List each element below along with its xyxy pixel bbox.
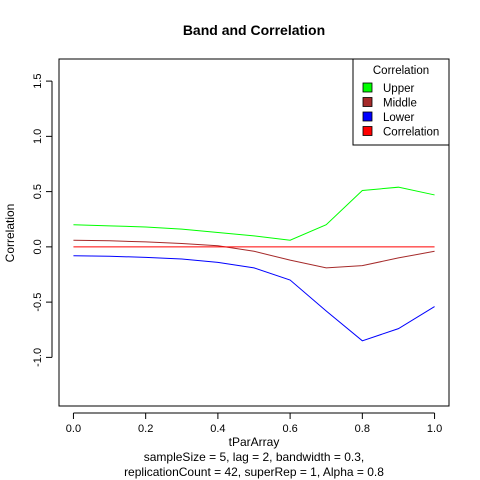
legend-swatch-middle: [362, 97, 373, 107]
y-tick-label: 0.0: [32, 239, 44, 254]
x-tick-label: 0.6: [282, 423, 297, 435]
legend-swatch-lower: [362, 111, 373, 122]
series-lines: [73, 186, 435, 342]
x-axis: 0.0 0.2 0.4 0.6 0.8 1.0: [66, 412, 442, 435]
y-tick-label: -1.0: [32, 348, 44, 367]
legend-title: Correlation: [373, 65, 429, 77]
x-tick-label: 1.0: [427, 423, 442, 435]
legend-swatch-correlation: [362, 126, 373, 136]
y-axis-label: Correlation: [3, 204, 17, 263]
x-axis-label: tParArray: [229, 435, 280, 449]
y-tick-label: 1.0: [32, 129, 44, 144]
x-tick-label: 0.4: [210, 423, 225, 435]
subtitle-line-1: sampleSize = 5, lag = 2, bandwidth = 0.3…: [144, 450, 364, 464]
series-line-lower: [73, 255, 435, 342]
legend-swatch-upper: [362, 82, 373, 93]
legend-entries: Upper Middle Lower Correlation: [362, 82, 439, 139]
y-axis: -1.0 -0.5 0.0 0.5 1.0 1.5: [32, 73, 53, 367]
y-tick-label: -0.5: [32, 293, 44, 312]
plot-frame: [58, 58, 450, 407]
x-tick-label: 0.8: [355, 423, 370, 435]
series-line-middle: [73, 239, 435, 269]
y-tick-label: 0.5: [32, 184, 44, 199]
x-tick-label: 0.0: [66, 423, 81, 435]
subtitle-line-2: replicationCount = 42, superRep = 1, Alp…: [124, 465, 384, 479]
legend-label-upper: Upper: [383, 83, 414, 95]
legend-label-lower: Lower: [383, 112, 414, 124]
series-line-upper: [73, 186, 435, 241]
legend-label-middle: Middle: [383, 98, 417, 110]
chart-title: Band and Correlation: [183, 22, 325, 38]
legend: Correlation Upper Middle Lower Correlation: [352, 58, 450, 146]
legend-label-correlation: Correlation: [383, 127, 439, 139]
y-tick-label: 1.5: [32, 73, 44, 88]
x-tick-label: 0.2: [138, 423, 153, 435]
